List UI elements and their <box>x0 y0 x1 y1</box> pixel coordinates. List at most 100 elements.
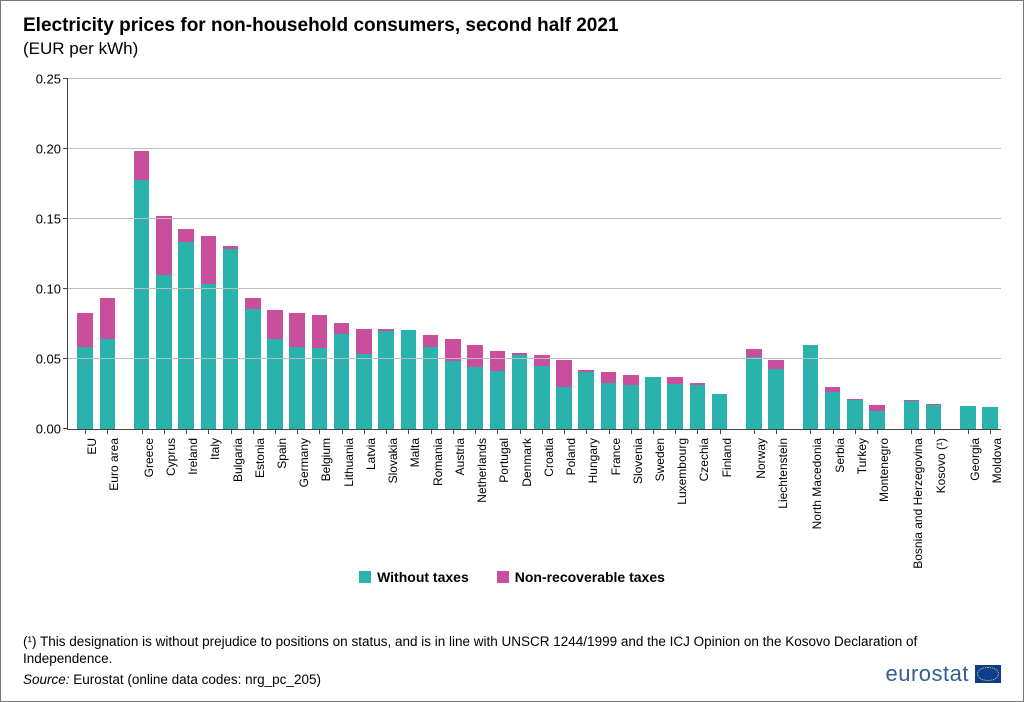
stacked-bar <box>847 326 863 430</box>
x-tick-mark <box>776 429 777 434</box>
chart-area: 0.000.050.100.150.200.25 EUEuro areaGree… <box>23 79 1001 534</box>
x-axis-label: Bosnia and Herzegovina <box>911 438 925 569</box>
bar-seg-without-taxes <box>445 361 461 429</box>
x-tick-mark <box>408 429 409 434</box>
footnotes: (¹) This designation is without prejudic… <box>23 634 1001 689</box>
plot-area: EUEuro areaGreeceCyprusIrelandItalyBulga… <box>67 79 1001 430</box>
x-axis-label: Slovakia <box>386 438 400 483</box>
x-tick-mark <box>855 429 856 434</box>
x-axis-label: Bulgaria <box>231 438 245 482</box>
stacked-bar <box>960 338 976 429</box>
bar-seg-without-taxes <box>556 387 572 430</box>
x-axis-label: Montenegro <box>877 438 891 502</box>
x-axis-label: Moldova <box>990 438 1004 483</box>
y-tick-mark <box>63 148 68 149</box>
bar-slot: Portugal <box>486 79 508 429</box>
x-axis-label: Spain <box>275 438 289 469</box>
x-tick-mark <box>586 429 587 434</box>
stacked-bar <box>803 257 819 429</box>
bar-seg-non-recoverable-taxes <box>667 377 683 384</box>
x-tick-mark <box>833 429 834 434</box>
x-axis-label: Euro area <box>107 438 121 491</box>
bar-slot: Belgium <box>308 79 330 429</box>
x-axis-label: Netherlands <box>475 438 489 503</box>
x-tick-mark <box>164 429 165 434</box>
bar-slot: Austria <box>442 79 464 429</box>
grid-line <box>68 358 1001 359</box>
bar-seg-non-recoverable-taxes <box>746 349 762 357</box>
bar-seg-without-taxes <box>378 331 394 429</box>
y-tick-mark <box>63 358 68 359</box>
x-tick-mark <box>253 429 254 434</box>
bar-seg-non-recoverable-taxes <box>245 298 261 309</box>
x-axis-label: Cyprus <box>164 438 178 476</box>
bar-slot: Finland <box>709 79 731 429</box>
x-axis-label: Croatia <box>542 438 556 477</box>
bar-seg-without-taxes <box>746 357 762 430</box>
x-tick-mark <box>542 429 543 434</box>
bar-seg-non-recoverable-taxes <box>490 351 506 370</box>
bar-seg-without-taxes <box>768 369 784 430</box>
x-tick-mark <box>364 429 365 434</box>
bar-slot: Bosnia and Herzegovina <box>900 79 922 429</box>
x-tick-mark <box>107 429 108 434</box>
x-axis-label: Denmark <box>520 438 534 487</box>
x-axis-label: EU <box>85 438 99 455</box>
bar-seg-non-recoverable-taxes <box>623 375 639 385</box>
x-axis-label: Turkey <box>855 438 869 474</box>
x-axis-label: Germany <box>297 438 311 487</box>
bar-slot: Germany <box>286 79 308 429</box>
stacked-bar <box>401 243 417 429</box>
legend-item: Non-recoverable taxes <box>497 569 665 585</box>
bar-slot: Luxembourg <box>664 79 686 429</box>
bar-slot: Slovakia <box>375 79 397 429</box>
x-axis-label: Greece <box>142 438 156 477</box>
x-tick-mark <box>990 429 991 434</box>
bar-seg-non-recoverable-taxes <box>334 323 350 334</box>
bar-seg-without-taxes <box>847 400 863 429</box>
bar-slot: Netherlands <box>464 79 486 429</box>
bar-seg-without-taxes <box>312 348 328 430</box>
stacked-bar <box>667 294 683 430</box>
stacked-bar <box>378 242 394 430</box>
bar-slot: Euro area <box>96 79 118 429</box>
bar-slot: Spain <box>264 79 286 429</box>
bar-seg-non-recoverable-taxes <box>768 360 784 368</box>
bar-seg-without-taxes <box>223 249 239 429</box>
stacked-bar <box>423 247 439 429</box>
bar-seg-without-taxes <box>982 407 998 429</box>
footnote-kosovo: (¹) This designation is without prejudic… <box>23 634 1001 668</box>
bar-seg-without-taxes <box>578 372 594 429</box>
bar-seg-without-taxes <box>100 339 116 430</box>
bar-seg-without-taxes <box>467 367 483 430</box>
legend-swatch <box>359 571 371 583</box>
bars-container: EUEuro areaGreeceCyprusIrelandItalyBulga… <box>68 79 1001 429</box>
y-tick-label: 0.00 <box>36 422 61 437</box>
x-axis-label: Malta <box>408 438 422 467</box>
x-tick-mark <box>810 429 811 434</box>
group-gap <box>787 79 799 429</box>
x-axis-label: North Macedonia <box>810 438 824 529</box>
x-axis-label: Belgium <box>319 438 333 481</box>
bar-seg-without-taxes <box>401 330 417 429</box>
x-tick-mark <box>675 429 676 434</box>
chart-title: Electricity prices for non-household con… <box>23 15 1001 37</box>
bar-slot: EU <box>74 79 96 429</box>
x-axis-label: Poland <box>564 438 578 475</box>
x-tick-mark <box>297 429 298 434</box>
bar-seg-non-recoverable-taxes <box>356 329 372 355</box>
x-tick-mark <box>968 429 969 434</box>
bar-seg-non-recoverable-taxes <box>312 315 328 348</box>
stacked-bar <box>445 252 461 430</box>
bar-slot: Malta <box>397 79 419 429</box>
x-tick-mark <box>697 429 698 434</box>
stacked-bar <box>178 165 194 430</box>
bar-slot: Norway <box>743 79 765 429</box>
bar-slot: Ireland <box>175 79 197 429</box>
chart-page: Electricity prices for non-household con… <box>0 0 1024 702</box>
stacked-bar <box>467 257 483 429</box>
bar-slot: Bulgaria <box>219 79 241 429</box>
bar-slot: North Macedonia <box>799 79 821 429</box>
x-tick-mark <box>877 429 878 434</box>
x-tick-mark <box>934 429 935 434</box>
